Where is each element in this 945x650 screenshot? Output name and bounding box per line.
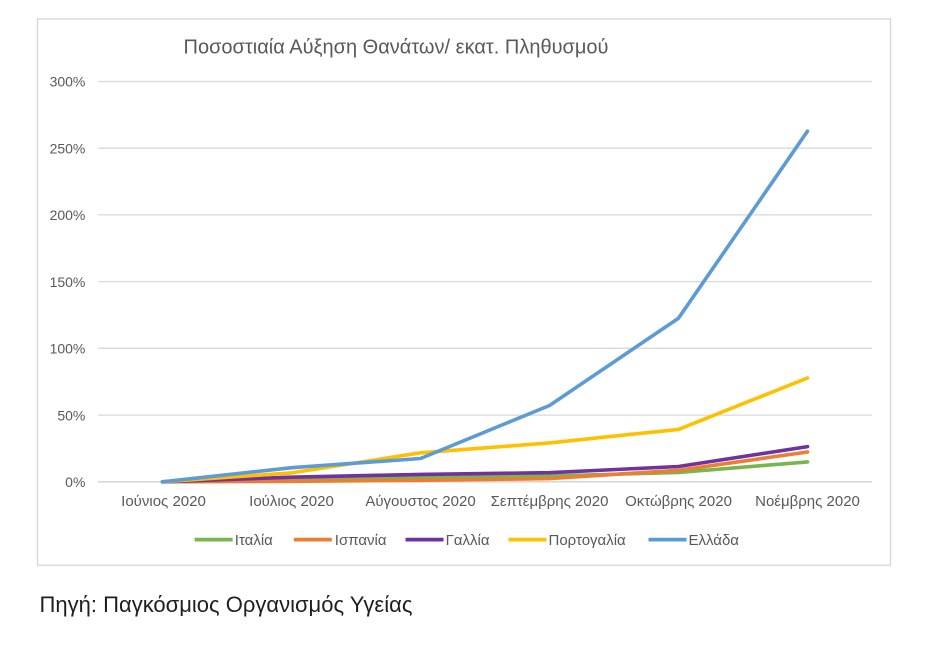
svg-text:Ισπανία: Ισπανία — [335, 532, 387, 549]
svg-text:Οκτώβρης 2020: Οκτώβρης 2020 — [625, 493, 732, 510]
svg-text:Πηγή: Παγκόσμιος Οργανισμός Υγ: Πηγή: Παγκόσμιος Οργανισμός Υγείας — [40, 592, 413, 617]
svg-text:Νοέμβρης 2020: Νοέμβρης 2020 — [755, 493, 860, 510]
svg-text:Πορτογαλία: Πορτογαλία — [549, 532, 627, 549]
svg-text:Ιούνιος 2020: Ιούνιος 2020 — [121, 493, 206, 510]
svg-text:200%: 200% — [50, 207, 86, 223]
svg-text:Ιταλία: Ιταλία — [235, 532, 273, 549]
svg-text:300%: 300% — [50, 74, 86, 90]
svg-text:250%: 250% — [50, 140, 86, 156]
svg-text:Ποσοστιαία Αύξηση Θανάτων/ εκα: Ποσοστιαία Αύξηση Θανάτων/ εκατ. Πληθυσμ… — [184, 37, 609, 59]
svg-text:150%: 150% — [50, 274, 86, 290]
svg-text:Σεπτέμβρης 2020: Σεπτέμβρης 2020 — [491, 493, 609, 510]
svg-text:Ελλάδα: Ελλάδα — [689, 532, 740, 549]
svg-text:Γαλλία: Γαλλία — [446, 532, 490, 549]
svg-text:50%: 50% — [57, 407, 85, 423]
svg-text:0%: 0% — [65, 474, 85, 490]
svg-text:Αύγουστος 2020: Αύγουστος 2020 — [365, 493, 475, 510]
svg-text:100%: 100% — [50, 341, 86, 357]
svg-text:Ιούλιος 2020: Ιούλιος 2020 — [249, 493, 334, 510]
